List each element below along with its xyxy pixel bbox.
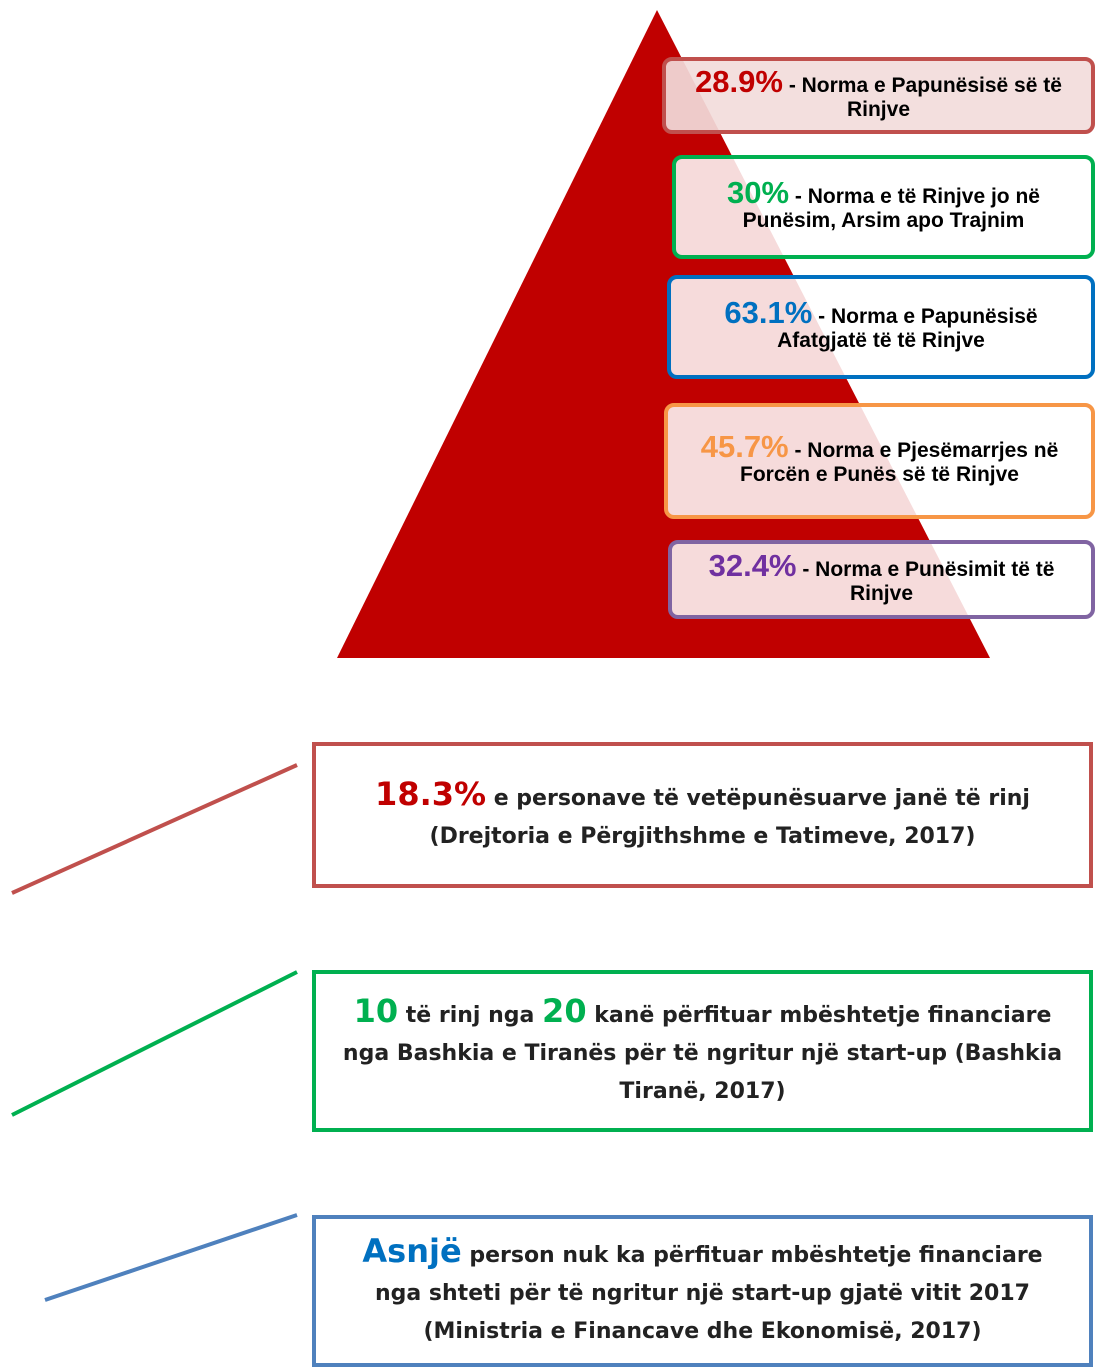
fact-box: 10 të rinj nga 20 kanë përfituar mbështe… — [312, 970, 1093, 1132]
stat-label: - Norma e të Rinjve jo në Punësim, Arsim… — [742, 185, 1040, 232]
fact-text: 18.3% e personave të vetëpunësuarve janë… — [338, 775, 1067, 856]
stat-text: 45.7% - Norma e Pjesëmarrjes në Forcën e… — [682, 431, 1077, 487]
stat-label: - Norma e Punësimit të të Rinjve — [802, 557, 1055, 605]
connector — [11, 970, 298, 1117]
stat-box: 32.4% - Norma e Punësimit të të Rinjve — [668, 540, 1095, 619]
stat-text: 32.4% - Norma e Punësimit të të Rinjve — [686, 550, 1077, 606]
connector — [11, 763, 298, 895]
stat-value: 63.1% — [724, 295, 813, 330]
fact-part: të rinj nga — [398, 1002, 543, 1028]
fact-box: 18.3% e personave të vetëpunësuarve janë… — [312, 742, 1093, 888]
stat-box: 45.7% - Norma e Pjesëmarrjes në Forcën e… — [664, 403, 1095, 519]
fact-part: kanë përfituar mbështetje financiare nga… — [342, 1002, 1070, 1104]
stat-value: 45.7% — [700, 429, 789, 464]
fact-text: 10 të rinj nga 20 kanë përfituar mbështe… — [338, 992, 1067, 1111]
fact-highlight: 18.3% — [375, 774, 487, 813]
stat-text: 30% - Norma e të Rinjve jo në Punësim, A… — [690, 177, 1077, 233]
stat-label: - Norma e Pjesëmarrjes në Forcën e Punës… — [740, 439, 1059, 486]
fact-part: person nuk ka përfituar mbështetje finan… — [375, 1242, 1051, 1344]
stat-text: 63.1% - Norma e Papunësisë Afatgjatë të … — [685, 297, 1077, 353]
connector — [44, 1213, 298, 1302]
stat-value: 28.9% — [695, 63, 783, 99]
fact-highlight: Asnjë — [362, 1231, 462, 1270]
stat-box: 63.1% - Norma e Papunësisë Afatgjatë të … — [667, 275, 1095, 379]
fact-highlight: 10 — [353, 991, 399, 1030]
stat-box: 30% - Norma e të Rinjve jo në Punësim, A… — [672, 155, 1095, 259]
stat-box: 28.9% - Norma e Papunësisë së të Rinjve — [662, 57, 1095, 134]
fact-text: Asnjë person nuk ka përfituar mbështetje… — [338, 1232, 1067, 1351]
fact-box: Asnjë person nuk ka përfituar mbështetje… — [312, 1215, 1093, 1367]
stat-value: 32.4% — [708, 547, 797, 583]
fact-highlight: 20 — [542, 991, 587, 1030]
stat-value: 30% — [727, 175, 790, 210]
fact-part: e personave të vetëpunësuarve janë të ri… — [429, 785, 1038, 849]
stat-label: - Norma e Papunësisë Afatgjatë të të Rin… — [777, 305, 1038, 352]
stat-label: - Norma e Papunësisë së të Rinjve — [788, 73, 1062, 121]
stat-text: 28.9% - Norma e Papunësisë së të Rinjve — [680, 66, 1077, 122]
